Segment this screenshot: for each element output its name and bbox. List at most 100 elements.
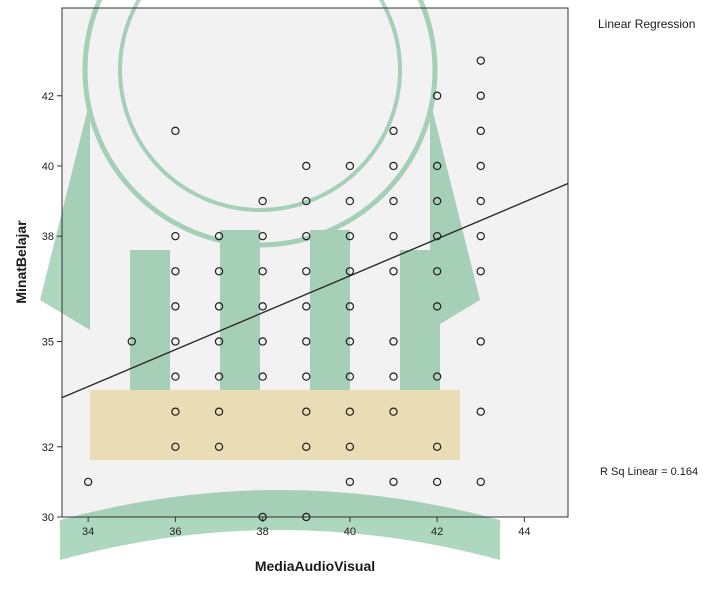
data-point xyxy=(302,267,311,276)
data-point xyxy=(302,372,311,381)
x-axis: 34 36 38 40 42 44 xyxy=(82,517,531,538)
data-point xyxy=(476,231,485,241)
data-point xyxy=(432,267,442,276)
data-point xyxy=(214,267,224,276)
data-point xyxy=(389,267,398,276)
data-point xyxy=(432,302,442,311)
data-point xyxy=(476,161,485,171)
data-point xyxy=(258,302,267,311)
data-point xyxy=(345,196,355,206)
data-point xyxy=(171,372,180,381)
watermark-base xyxy=(60,490,500,560)
data-point xyxy=(345,477,355,487)
data-point xyxy=(476,196,485,206)
x-tick-label: 40 xyxy=(344,526,356,538)
data-point xyxy=(214,231,224,241)
x-tick-label: 34 xyxy=(82,526,94,538)
y-tick-label: 30 xyxy=(42,512,54,524)
data-point xyxy=(302,407,311,416)
data-point xyxy=(302,337,311,346)
data-point xyxy=(258,512,267,522)
data-point xyxy=(389,337,398,346)
data-point xyxy=(389,477,398,487)
data-point xyxy=(258,372,267,381)
data-point xyxy=(302,302,311,311)
data-point xyxy=(345,302,355,311)
y-tick-label: 42 xyxy=(42,91,54,103)
x-tick-label: 38 xyxy=(257,526,269,538)
y-tick-label: 38 xyxy=(42,231,54,243)
y-tick-label: 40 xyxy=(42,161,54,173)
data-point xyxy=(432,231,442,241)
data-point xyxy=(214,302,224,311)
data-point xyxy=(302,161,311,171)
data-point xyxy=(302,231,311,241)
watermark-band xyxy=(90,390,460,460)
data-point xyxy=(432,477,442,487)
data-point xyxy=(171,231,180,241)
data-point xyxy=(476,91,485,100)
data-point xyxy=(389,196,398,206)
data-point xyxy=(258,231,267,241)
data-point xyxy=(302,442,311,451)
watermark-ring-inner xyxy=(118,0,402,212)
data-point xyxy=(258,267,267,276)
y-tick-label: 35 xyxy=(42,336,54,348)
data-point xyxy=(345,267,355,276)
watermark-logo xyxy=(40,0,500,560)
data-point xyxy=(127,337,136,346)
data-point xyxy=(214,372,224,381)
watermark-bar-2 xyxy=(220,230,260,400)
data-point xyxy=(432,196,442,206)
data-point xyxy=(171,302,180,311)
data-point xyxy=(476,267,485,276)
data-point xyxy=(389,161,398,171)
watermark-ring-outer xyxy=(82,0,438,248)
x-axis-title: MediaAudioVisual xyxy=(255,558,375,574)
data-point xyxy=(476,56,485,65)
data-point xyxy=(389,407,398,416)
r-squared-label: R Sq Linear = 0.164 xyxy=(600,466,698,478)
data-point xyxy=(476,126,485,136)
data-point xyxy=(345,407,355,416)
watermark-bar-1 xyxy=(130,250,170,400)
data-point xyxy=(345,231,355,241)
x-tick-label: 36 xyxy=(169,526,181,538)
watermark-bar-3 xyxy=(310,230,350,400)
y-tick-label: 32 xyxy=(42,442,54,454)
data-point xyxy=(302,512,311,522)
data-point xyxy=(432,442,442,451)
data-point xyxy=(171,267,180,276)
data-point xyxy=(258,337,267,346)
data-point xyxy=(476,407,485,416)
y-axis: 30 32 35 38 40 42 xyxy=(42,91,62,524)
data-point xyxy=(432,372,442,381)
x-tick-label: 42 xyxy=(431,526,443,538)
plot-frame xyxy=(61,7,569,518)
data-point xyxy=(345,161,355,171)
data-point xyxy=(171,442,180,451)
data-point xyxy=(171,407,180,416)
data-point xyxy=(345,372,355,381)
data-point xyxy=(476,477,485,487)
data-point xyxy=(476,337,485,346)
data-point xyxy=(214,407,224,416)
x-tick-label: 44 xyxy=(518,526,530,538)
data-point xyxy=(171,126,180,136)
watermark-ray-right xyxy=(430,100,480,330)
data-point xyxy=(345,337,355,346)
y-axis-title: MinatBelajar xyxy=(13,220,29,304)
watermark-ray-left xyxy=(40,100,90,330)
data-point xyxy=(345,442,355,451)
data-point xyxy=(214,337,224,346)
data-point xyxy=(432,91,442,100)
data-point xyxy=(389,372,398,381)
data-point xyxy=(258,196,267,206)
data-point xyxy=(432,161,442,171)
data-point xyxy=(83,477,93,487)
regression-line xyxy=(61,182,569,399)
data-point xyxy=(389,231,398,241)
data-point xyxy=(214,442,224,451)
legend-title: Linear Regression xyxy=(598,17,695,31)
